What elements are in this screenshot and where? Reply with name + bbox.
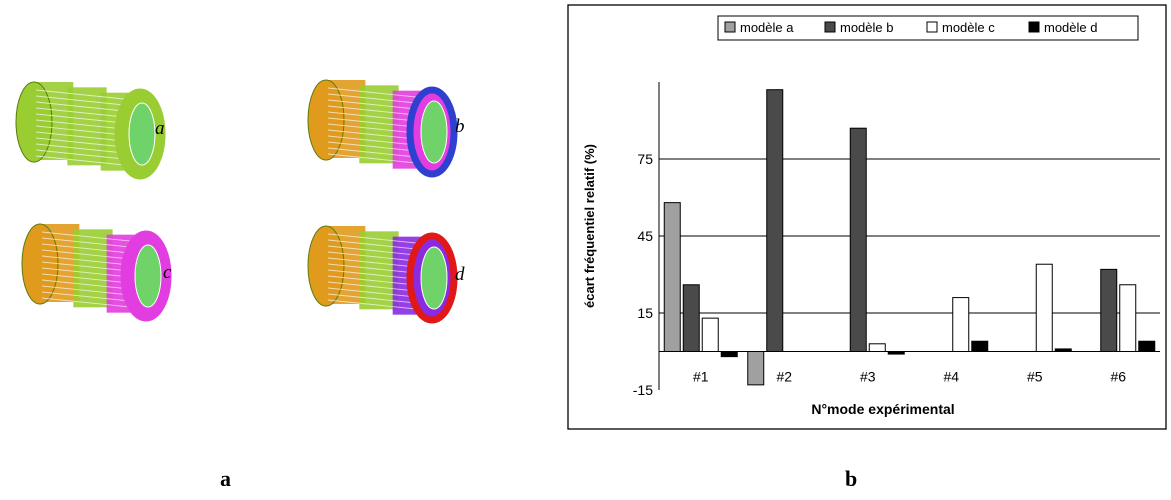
mesh-line [41,291,141,303]
category-label: #3 [860,369,876,385]
legend-label: modèle a [740,20,794,35]
legend-label: modèle d [1044,20,1097,35]
y-tick-label: 15 [637,305,653,321]
bar-modèle-c-mode4 [952,297,970,353]
caption-a: a [220,466,231,491]
mesh-line [35,95,135,107]
bar-modèle-a-mode2 [747,351,765,386]
bar-modèle-a-mode1 [663,202,681,352]
y-tick-label: -15 [633,382,653,398]
cylinder-back-cap [21,223,59,305]
bar-modèle-b-mode3 [849,127,867,352]
cylinder-back-cap [15,81,53,163]
models-panel: a b c d [0,0,560,495]
mesh-line [327,245,427,257]
y-axis-label: écart fréquentiel relatif (%) [582,144,597,308]
mesh-line [35,149,135,161]
model-label-d: d [455,264,465,285]
mesh-line [327,293,427,305]
model-illustrations [15,79,458,324]
category-label: #5 [1027,369,1043,385]
category-label: #6 [1110,369,1126,385]
cylinder-model-b [307,79,458,178]
category-label: #4 [943,369,959,385]
model-label-a: a [155,118,165,139]
mesh-line [35,89,135,101]
y-tick-label: 75 [637,151,653,167]
chart-legend: modèle a modèle b modèle c modèle d [717,15,1139,41]
mesh-line [327,153,427,165]
bar-modèle-c-mode3 [868,343,886,352]
mesh-line [327,147,427,159]
bar-modèle-d-mode6 [1138,340,1156,353]
chart-frame [567,4,1167,430]
mesh-line [327,239,427,251]
cylinder-model-a [15,81,166,180]
cylinder-model-c [21,223,172,322]
legend-label: modèle b [840,20,893,35]
mesh-line [327,87,427,99]
chart-category-labels: #1 #2 #3 #4 #5 #6 [693,369,1126,385]
mesh-line [327,299,427,311]
legend-swatch [1028,21,1040,33]
chart-grid [659,158,1160,314]
mesh-line [41,297,141,309]
model-label-b: b [455,116,465,137]
cylinder-inner-opening [420,246,448,310]
mesh-line [41,243,141,255]
chart-y-ticks: -15 15 45 75 [633,151,653,398]
cylinder-inner-opening [134,244,162,308]
bar-chart: modèle a modèle b modèle c modèle d -15 15 45… [567,4,1167,430]
caption-b: b [845,466,858,491]
legend-label: modèle c [942,20,995,35]
bar-modèle-d-mode4 [971,340,989,353]
mesh-line [327,93,427,105]
bar-modèle-b-mode1 [682,284,700,352]
category-label: #2 [776,369,792,385]
cylinder-inner-opening [128,102,156,166]
bar-modèle-d-mode1 [720,351,738,358]
mesh-line [35,155,135,167]
mesh-line [35,101,135,113]
mesh-line [327,233,427,245]
x-axis-label: N°mode expérimental [811,401,954,417]
y-tick-label: 45 [637,228,653,244]
legend-swatch [926,21,938,33]
legend-swatch [824,21,836,33]
mesh-line [327,99,427,111]
model-label-c: c [163,262,172,283]
cylinder-model-d [307,225,458,324]
legend-swatch [724,21,736,33]
chart-axes [658,82,1160,390]
bar-modèle-c-mode5 [1035,263,1053,353]
cylinder-inner-opening [420,100,448,164]
bar-modèle-b-mode6 [1100,268,1118,352]
bar-modèle-c-mode6 [1119,284,1137,352]
mesh-line [41,231,141,243]
bar-modèle-c-mode1 [701,317,719,352]
cylinder-back-cap [307,79,345,161]
mesh-line [41,237,141,249]
bar-modèle-b-mode2 [766,89,784,352]
cylinder-back-cap [307,225,345,307]
category-label: #1 [693,369,709,385]
